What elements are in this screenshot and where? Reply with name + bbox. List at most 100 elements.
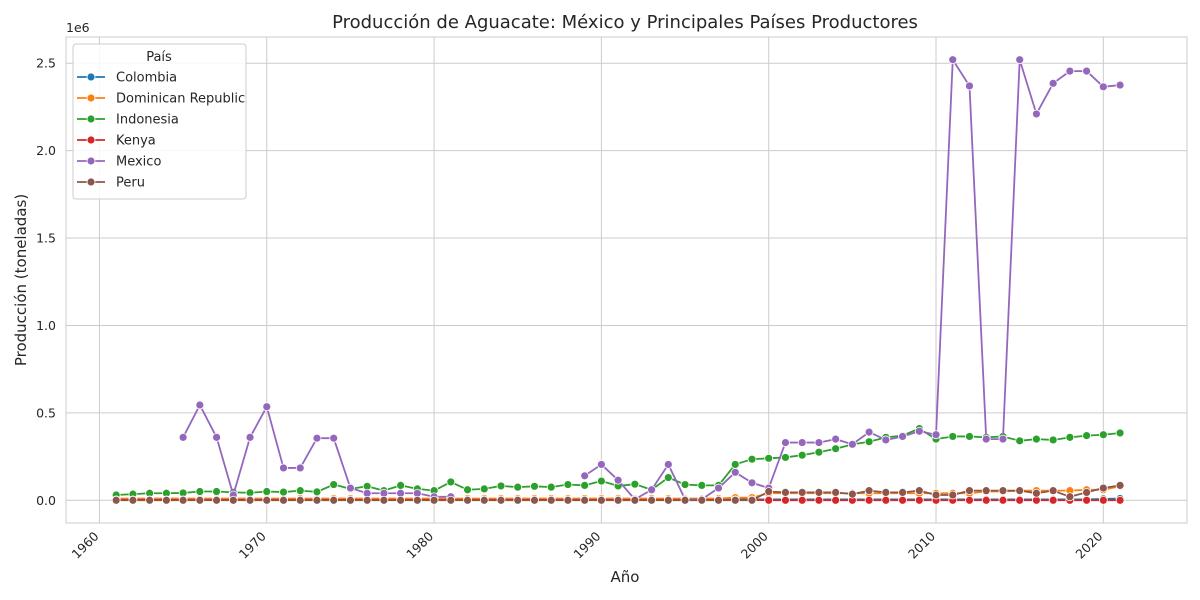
data-point: [613, 495, 623, 505]
data-point: [630, 479, 640, 489]
legend-item-kenya: Kenya: [77, 134, 156, 149]
y-tick-label: 2.5: [36, 56, 56, 71]
x-tick-label: 2020: [1072, 528, 1105, 561]
data-point: [145, 495, 155, 505]
data-point: [781, 495, 790, 505]
data-point: [864, 437, 874, 447]
data-point: [1048, 435, 1058, 445]
data-point: [948, 432, 958, 441]
data-point: [981, 434, 991, 444]
data-point: [312, 487, 322, 497]
data-point: [647, 495, 656, 505]
data-point: [279, 495, 288, 505]
data-point: [864, 495, 874, 505]
data-point: [597, 495, 606, 505]
data-point: [914, 486, 924, 496]
data-point: [329, 480, 339, 489]
data-point: [797, 488, 807, 497]
data-point: [647, 485, 656, 495]
data-point: [178, 432, 188, 442]
data-point: [714, 495, 723, 505]
data-point: [262, 495, 272, 505]
data-point: [312, 433, 322, 443]
data-point: [1115, 80, 1125, 90]
data-point: [864, 427, 874, 437]
legend-marker: [86, 177, 96, 187]
data-point: [346, 495, 355, 505]
data-point: [1098, 82, 1108, 92]
data-point: [396, 481, 406, 490]
x-tick-label: 2000: [738, 528, 771, 561]
data-point: [680, 495, 690, 505]
legend-label: Dominican Republic: [116, 92, 245, 107]
y-tick-label: 0.0: [36, 493, 56, 508]
data-point: [597, 476, 606, 486]
legend-item-mexico: Mexico: [77, 155, 161, 170]
data-point: [1082, 66, 1092, 76]
legend-marker: [86, 93, 96, 103]
data-point: [1115, 495, 1125, 505]
data-point: [212, 495, 221, 505]
data-point: [714, 483, 723, 493]
data-point: [295, 495, 305, 505]
data-point: [513, 495, 523, 505]
data-point: [379, 495, 389, 505]
data-point: [1082, 495, 1092, 505]
data-point: [1065, 492, 1075, 502]
y-offset-label: 1e6: [66, 20, 90, 35]
data-point: [764, 495, 774, 505]
data-point: [446, 477, 456, 487]
data-point: [329, 433, 339, 443]
series-peru: [111, 481, 1125, 505]
data-point: [496, 481, 506, 491]
data-point: [312, 495, 322, 505]
legend-frame: [72, 43, 247, 200]
legend-item-colombia: Colombia: [77, 71, 177, 86]
data-point: [831, 444, 841, 454]
data-point: [446, 495, 456, 505]
data-point: [1032, 488, 1041, 498]
data-point: [279, 463, 288, 473]
legend-label: Kenya: [116, 134, 156, 149]
data-point: [881, 488, 891, 497]
y-tick-label: 0.5: [36, 405, 56, 420]
data-point: [881, 495, 891, 505]
data-point: [747, 495, 757, 505]
x-tick-label: 1970: [236, 528, 269, 561]
data-point: [1048, 486, 1058, 496]
data-point: [814, 495, 824, 505]
data-point: [1065, 66, 1075, 76]
y-tick-label: 2.0: [36, 143, 56, 158]
data-point: [530, 495, 539, 505]
series-line-mexico: [182, 58, 1121, 501]
data-point: [914, 495, 924, 505]
grid-layer: [66, 37, 1187, 523]
data-point: [730, 467, 740, 477]
legend-marker: [86, 135, 96, 145]
data-point: [161, 495, 171, 505]
data-point: [931, 430, 941, 440]
data-point: [546, 495, 556, 505]
data-point: [1015, 486, 1025, 496]
legend-label: Peru: [116, 176, 145, 191]
data-point: [295, 486, 305, 496]
data-point: [898, 432, 907, 441]
data-point: [747, 454, 757, 464]
data-point: [680, 480, 690, 489]
data-point: [730, 495, 740, 505]
legend-label: Mexico: [116, 155, 161, 170]
data-point: [797, 450, 807, 460]
data-point: [998, 495, 1008, 505]
chart-title: Producción de Aguacate: México y Princip…: [332, 12, 918, 33]
data-point: [262, 487, 272, 496]
data-point: [1115, 481, 1125, 490]
data-point: [245, 495, 255, 505]
data-point: [797, 495, 807, 505]
data-point: [881, 435, 891, 445]
data-point: [730, 460, 740, 469]
data-point: [831, 488, 841, 497]
data-point: [831, 495, 841, 505]
data-point: [195, 487, 205, 496]
data-point: [764, 487, 774, 496]
